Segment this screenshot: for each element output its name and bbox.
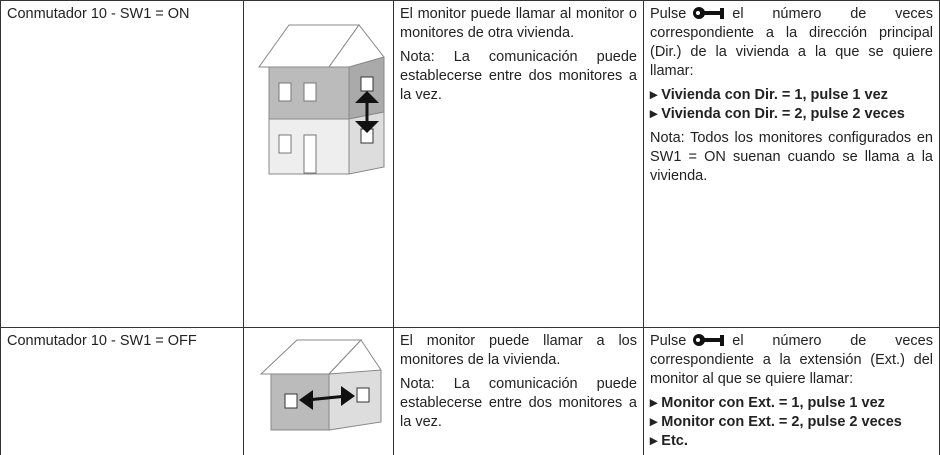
description-note: Nota: La comunicación puede establecerse… — [400, 375, 637, 432]
switch-cell: Conmutador 10 - SW1 = OFF — [1, 328, 244, 455]
instruction-item: ▸ Monitor con Ext. = 1, pulse 1 vez — [650, 394, 933, 413]
key-icon — [692, 333, 726, 347]
description-note: Nota: La comunicación puede establecerse… — [400, 48, 637, 105]
intro-before: Pulse — [650, 6, 686, 22]
one-floor-house — [249, 334, 389, 434]
instruction-item: ▸ Vivienda con Dir. = 2, pulse 2 veces — [650, 105, 933, 124]
switch-cell: Conmutador 10 - SW1 = ON — [1, 1, 244, 328]
description: El monitor puede llamar al monitor o mon… — [400, 5, 637, 43]
description-cell: El monitor puede llamar a los monitores … — [394, 328, 644, 455]
switch-label: Conmutador 10 - SW1 = OFF — [7, 333, 197, 349]
switch-label: Conmutador 10 - SW1 = ON — [7, 6, 190, 22]
instructions-note: Nota: Todos los monitores configurados e… — [650, 129, 933, 186]
instruction-item: ▸ Etc. — [650, 432, 933, 451]
instruction-item: ▸ Vivienda con Dir. = 1, pulse 1 vez — [650, 86, 933, 105]
row: Conmutador 10 - SW1 = OFF El monitor pue… — [1, 328, 940, 455]
description: El monitor puede llamar a los monitores … — [400, 332, 637, 370]
image-cell — [244, 1, 394, 328]
two-floor-house — [249, 7, 389, 177]
instruction-item: ▸ Monitor con Ext. = 2, pulse 2 veces — [650, 413, 933, 432]
row: Conmutador 10 - SW1 = ON El monitor pued… — [1, 1, 940, 328]
key-icon — [692, 6, 726, 20]
description-cell: El monitor puede llamar al monitor o mon… — [394, 1, 644, 328]
image-cell — [244, 328, 394, 455]
intro-before: Pulse — [650, 333, 686, 349]
